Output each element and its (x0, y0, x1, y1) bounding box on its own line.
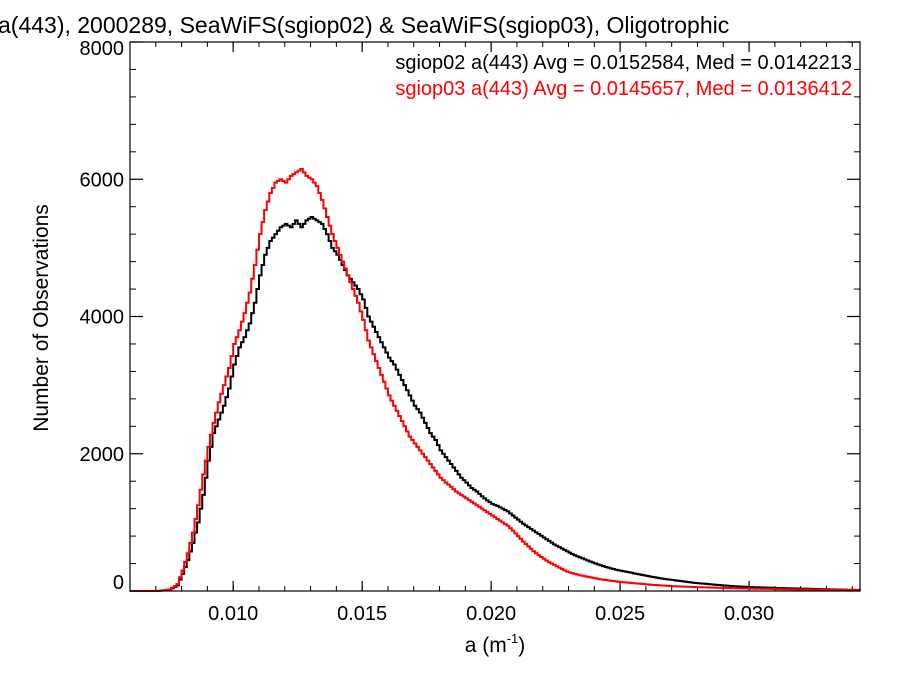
plot-frame (129, 41, 861, 592)
x-tick-label: 0.015 (337, 603, 387, 625)
series-line-2 (130, 167, 861, 592)
x-tick-label: 0.020 (466, 603, 516, 625)
x-tick-label: 0.025 (595, 603, 645, 625)
series-line-1 (130, 215, 861, 592)
axis-ticks: 0.010 0.015 0.020 0.025 0.030 0 2000 4000 6000 80… (80, 38, 860, 625)
x-tick-label: 0.010 (208, 603, 258, 625)
legend-entry-2: sgiop03 a(443) Avg = 0.0145657, Med = 0.… (395, 78, 852, 100)
legend-entry-1: sgiop02 a(443) Avg = 0.0152584, Med = 0.… (395, 52, 852, 74)
x-axis-label-suffix: ) (518, 634, 525, 657)
y-axis-label: Number of Observations (30, 204, 53, 432)
x-axis-label: a (m-1) (465, 631, 526, 657)
chart-title: a(443), 2000289, SeaWiFS(sgiop02) & SeaW… (0, 12, 729, 38)
y-tick-label: 0 (113, 572, 124, 594)
y-tick-label: 2000 (80, 444, 125, 466)
y-tick-label: 4000 (80, 307, 125, 329)
legend: sgiop02 a(443) Avg = 0.0152584, Med = 0.… (395, 52, 852, 100)
data-series (130, 167, 861, 592)
y-tick-label: 6000 (80, 169, 125, 191)
x-axis-label-main: a (m (465, 634, 507, 657)
y-tick-label: 8000 (80, 38, 125, 60)
x-axis-label-exponent: -1 (507, 631, 519, 646)
x-tick-label: 0.030 (724, 603, 774, 625)
